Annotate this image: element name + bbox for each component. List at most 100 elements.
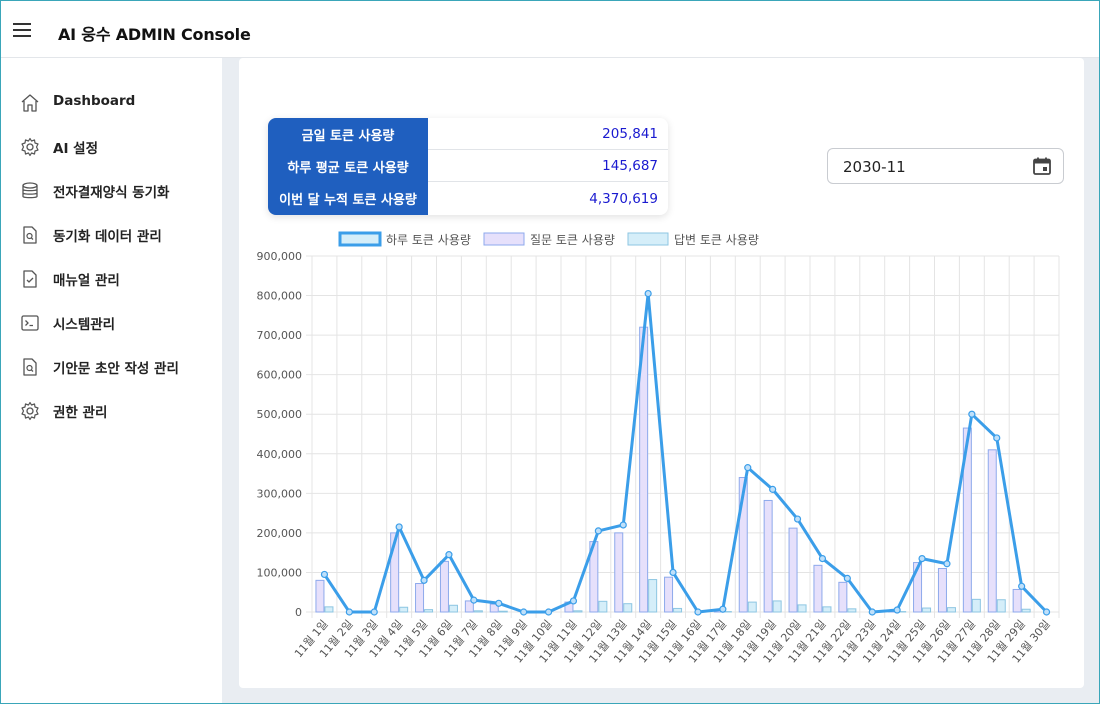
answer-token-bar	[623, 603, 633, 613]
question-token-bar	[937, 567, 947, 613]
y-tick-label: 500,000	[257, 408, 303, 421]
daily-token-point	[644, 289, 652, 298]
month-picker-value: 2030-11	[843, 158, 906, 176]
daily-token-point	[520, 608, 528, 616]
answer-token-bar	[847, 608, 857, 613]
token-stats-table: 금일 토큰 사용량 205,841 하루 평균 토큰 사용량 145,687 이…	[268, 118, 668, 215]
database-icon	[19, 180, 41, 202]
daily-token-point	[943, 560, 951, 568]
y-tick-label: 700,000	[257, 329, 303, 342]
question-token-bar	[987, 449, 997, 613]
question-token-bar	[464, 600, 474, 613]
calendar-icon[interactable]	[1032, 156, 1052, 176]
answer-token-bar	[922, 607, 932, 613]
question-token-bar	[763, 499, 773, 613]
hamburger-menu-icon[interactable]	[13, 23, 31, 37]
stat-value: 145,687	[428, 150, 668, 182]
daily-token-point	[769, 485, 777, 493]
sidebar-item-dashboard[interactable]: Dashboard	[1, 84, 222, 120]
legend-swatch	[338, 231, 382, 247]
sidebar-item-label: 기안문 초안 작성 관리	[53, 361, 179, 377]
daily-token-line	[323, 292, 1048, 614]
sidebar-item-sync-data[interactable]: 동기화 데이터 관리	[1, 216, 222, 252]
sidebar-item-label: 매뉴얼 관리	[53, 273, 120, 289]
daily-token-point	[445, 551, 453, 559]
legend-label: 답변 토큰 사용량	[674, 233, 759, 247]
sidebar-item-ai-settings[interactable]: AI 설정	[1, 128, 222, 164]
legend-label: 하루 토큰 사용량	[386, 233, 471, 247]
y-tick-label: 100,000	[257, 566, 303, 579]
legend-swatch	[627, 232, 669, 246]
sidebar-item-approval-sync[interactable]: 전자결재양식 동기화	[1, 172, 222, 208]
top-bar: AI 웅수 ADMIN Console	[1, 1, 1099, 58]
sidebar-item-label: 권한 관리	[53, 405, 108, 421]
daily-token-point	[569, 597, 578, 605]
answer-token-bar	[673, 607, 683, 613]
answer-token-bar	[772, 600, 782, 613]
answer-token-bar	[797, 604, 807, 613]
daily-token-point	[719, 605, 727, 613]
daily-token-point	[370, 608, 378, 616]
sidebar-item-draft[interactable]: 기안문 초안 작성 관리	[1, 348, 222, 384]
question-token-bar	[1012, 588, 1022, 613]
sidebar-item-label: 동기화 데이터 관리	[53, 229, 162, 245]
stat-value: 205,841	[428, 118, 668, 150]
y-tick-label: 300,000	[257, 487, 303, 500]
answer-token-bar	[399, 606, 409, 613]
stat-value: 4,370,619	[589, 190, 658, 207]
sidebar-item-label: AI 설정	[53, 141, 99, 157]
sidebar-item-manual[interactable]: 매뉴얼 관리	[1, 260, 222, 296]
y-tick-label: 0	[295, 606, 302, 619]
sidebar: Dashboard AI 설정 전자결재양식 동기화 동기화 데이터 관리 매뉴…	[1, 58, 222, 703]
document-search-icon	[19, 356, 41, 378]
daily-token-point	[744, 464, 752, 472]
daily-token-point	[1018, 582, 1026, 590]
sidebar-item-label: Dashboard	[53, 93, 136, 109]
daily-token-point	[868, 608, 876, 616]
question-token-bar	[390, 532, 400, 613]
answer-token-bar	[971, 598, 981, 613]
stat-label: 금일 토큰 사용량	[268, 118, 428, 150]
question-token-bar	[439, 560, 449, 613]
y-tick-label: 800,000	[257, 290, 303, 303]
answer-token-bar	[822, 606, 832, 613]
stat-label: 하루 평균 토큰 사용량	[268, 150, 428, 182]
question-token-bar	[415, 583, 425, 613]
document-search-icon	[19, 224, 41, 246]
sidebar-item-label: 시스템관리	[53, 317, 116, 333]
question-token-bar	[315, 579, 325, 613]
question-token-bar	[813, 564, 823, 613]
answer-token-bar	[448, 604, 458, 613]
question-token-bar	[788, 527, 798, 613]
question-token-bar	[962, 427, 972, 613]
y-tick-label: 600,000	[257, 369, 303, 382]
stat-row-today: 금일 토큰 사용량 205,841	[268, 118, 668, 150]
y-tick-label: 900,000	[257, 250, 303, 263]
answer-token-bar	[598, 600, 608, 613]
question-token-bar	[664, 576, 674, 613]
daily-token-point	[893, 606, 901, 614]
sidebar-item-permissions[interactable]: 권한 관리	[1, 392, 222, 428]
gear-icon	[19, 136, 41, 158]
stat-row-month: 이번 달 누적 토큰 사용량 4,370,619	[268, 182, 668, 215]
y-tick-label: 400,000	[257, 448, 303, 461]
terminal-icon	[19, 312, 41, 334]
stat-label: 이번 달 누적 토큰 사용량	[268, 182, 428, 215]
daily-token-point	[395, 523, 403, 531]
daily-token-point	[470, 596, 478, 604]
y-tick-label: 200,000	[257, 527, 303, 540]
daily-token-point	[818, 554, 827, 563]
sidebar-item-label: 전자결재양식 동기화	[53, 185, 170, 201]
month-picker[interactable]: 2030-11	[827, 148, 1064, 184]
sidebar-item-system[interactable]: 시스템관리	[1, 304, 222, 340]
legend-label: 질문 토큰 사용량	[530, 233, 615, 247]
daily-token-point	[619, 521, 627, 529]
daily-token-point	[495, 599, 503, 607]
daily-token-point	[918, 554, 926, 563]
daily-token-point	[345, 608, 353, 616]
app-title: AI 웅수 ADMIN Console	[58, 25, 251, 44]
gear-icon	[19, 400, 41, 422]
daily-token-point	[968, 410, 976, 418]
answer-token-bar	[996, 599, 1006, 613]
